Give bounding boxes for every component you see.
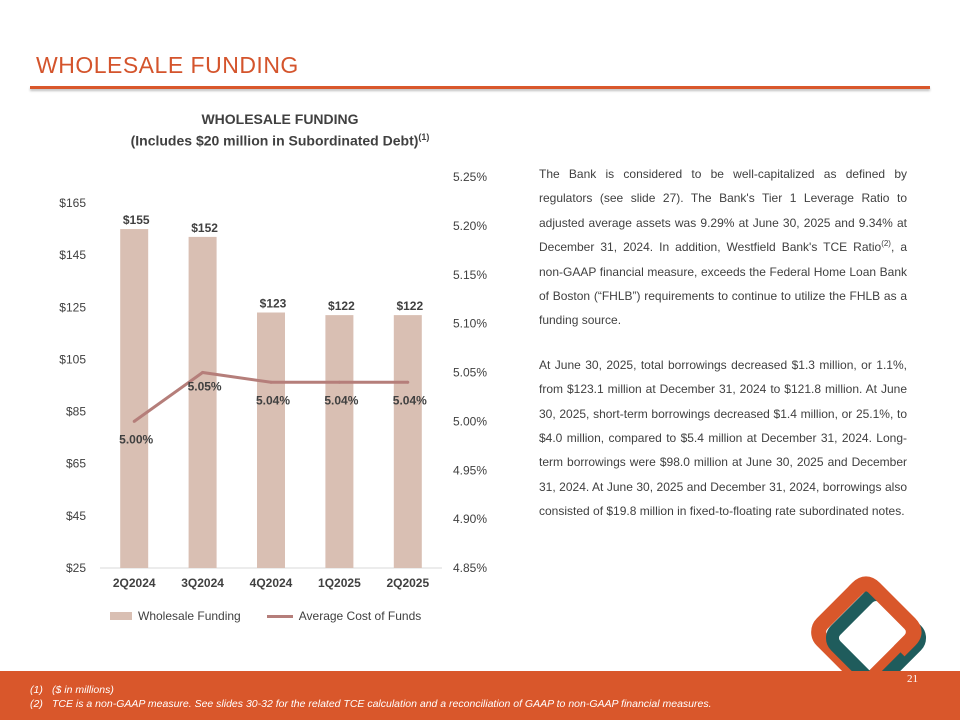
commentary-paragraph-1: The Bank is considered to be well-capita…: [539, 162, 907, 333]
line-data-label: 5.04%: [393, 393, 427, 407]
para1-text-a: The Bank is considered to be well-capita…: [539, 167, 907, 255]
footnote-1-text: ($ in millions): [52, 684, 114, 696]
x-axis-tick-label: 2Q2024: [113, 576, 156, 590]
left-axis-tick-label: $85: [66, 405, 86, 419]
chart-title-line1: WHOLESALE FUNDING: [201, 111, 359, 127]
line-data-label: 5.04%: [256, 393, 290, 407]
page-number: 21: [907, 673, 918, 685]
chart-title-line2: (Includes $20 million in Subordinated De…: [60, 128, 500, 150]
right-axis-tick-label: 5.05%: [453, 366, 487, 380]
para1-text-b: , a non-GAAP financial measure, exceeds …: [539, 240, 907, 328]
bar-data-label: $152: [191, 221, 218, 235]
commentary-paragraph-2: At June 30, 2025, total borrowings decre…: [539, 357, 907, 519]
footnote-1-num: (1): [30, 684, 43, 696]
line-data-label: 5.05%: [188, 380, 222, 394]
line-point-average-cost-of-funds: [269, 380, 273, 384]
line-point-average-cost-of-funds: [132, 419, 136, 423]
bar-data-label: $122: [396, 299, 423, 313]
footnote-1: (1) ($ in millions): [30, 684, 114, 696]
line-point-average-cost-of-funds: [406, 380, 410, 384]
legend-bar-label: Wholesale Funding: [138, 609, 241, 623]
slide-title: WHOLESALE FUNDING: [36, 52, 299, 78]
left-axis-tick-label: $105: [59, 352, 86, 366]
legend-line-swatch: [266, 614, 293, 618]
footnote-2-text: TCE is a non-GAAP measure. See slides 30…: [52, 698, 712, 710]
right-axis-tick-label: 5.10%: [453, 317, 487, 331]
x-axis-tick-label: 3Q2024: [181, 576, 224, 590]
right-axis-tick-label: 5.20%: [453, 219, 487, 233]
bar-wholesale-funding: [257, 312, 285, 568]
bar-wholesale-funding: [325, 315, 354, 568]
right-axis-tick-label: 5.15%: [453, 268, 487, 282]
left-axis-tick-label: $45: [66, 509, 86, 523]
line-data-label: 5.00%: [119, 432, 153, 446]
bar-data-label: $122: [328, 299, 355, 313]
right-axis-tick-label: 5.00%: [453, 414, 487, 428]
right-axis-tick-label: 5.25%: [453, 170, 487, 184]
bar-wholesale-funding: [188, 236, 217, 568]
commentary-text: The Bank is considered to be well-capita…: [539, 162, 907, 544]
bar-wholesale-funding: [393, 315, 422, 568]
chart-legend: Wholesale Funding Average Cost of Funds: [110, 609, 421, 623]
legend-line-label: Average Cost of Funds: [298, 609, 422, 623]
footnote-2-num: (2): [30, 698, 43, 710]
right-axis-tick-label: 4.90%: [453, 512, 487, 526]
bar-wholesale-funding: [120, 229, 149, 569]
footer-bar: [0, 671, 960, 720]
x-axis-tick-label: 4Q2024: [250, 576, 293, 590]
x-axis-tick-label: 1Q2025: [318, 576, 361, 590]
line-data-label: 5.04%: [324, 393, 358, 407]
line-point-average-cost-of-funds: [201, 371, 205, 374]
chart-title-footnote-ref: (1): [418, 132, 430, 142]
title-divider: [30, 86, 930, 89]
right-axis-tick-label: 4.85%: [453, 561, 487, 575]
right-axis-tick-label: 4.95%: [453, 463, 487, 477]
para1-footnote-ref: (2): [881, 239, 891, 249]
bar-data-label: $123: [260, 297, 287, 311]
left-axis-tick-label: $145: [59, 248, 86, 262]
left-axis-tick-label: $25: [66, 561, 86, 575]
legend-bar-swatch: [110, 612, 132, 620]
left-axis-tick-label: $125: [59, 300, 86, 314]
x-axis-tick-label: 2Q2025: [386, 576, 429, 590]
chart-title-line2-text: (Includes $20 million in Subordinated De…: [130, 132, 419, 149]
bar-data-label: $155: [123, 213, 150, 227]
line-point-average-cost-of-funds: [337, 380, 341, 384]
left-axis-tick-label: $65: [66, 457, 86, 471]
footnote-2: (2) TCE is a non-GAAP measure. See slides…: [30, 698, 712, 710]
chart-title: WHOLESALE FUNDING (Includes $20 million …: [60, 110, 500, 150]
left-axis-tick-label: $165: [59, 196, 86, 210]
diamond-logo-icon: [811, 576, 927, 689]
